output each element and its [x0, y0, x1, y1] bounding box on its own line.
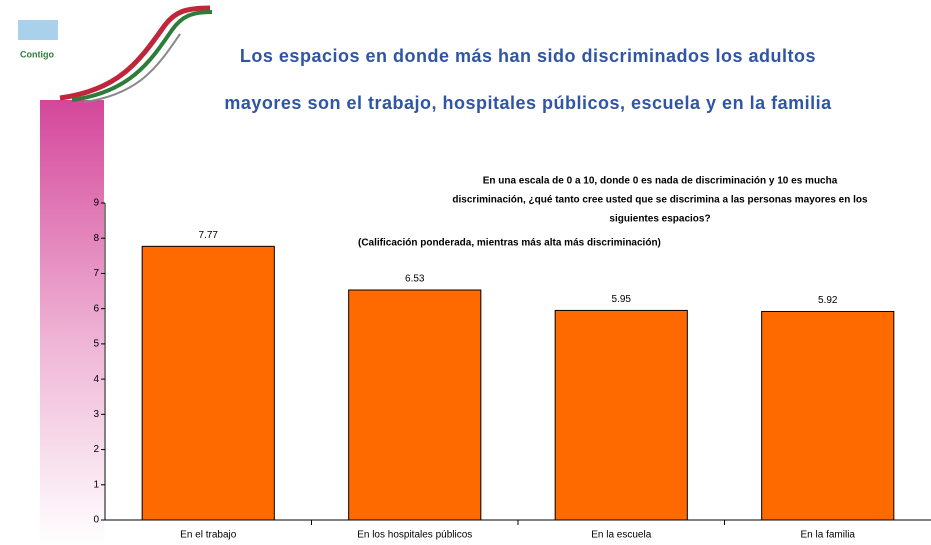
value-label: 5.92 [818, 295, 838, 306]
y-tick-label: 9 [93, 198, 99, 209]
y-tick-label: 1 [93, 479, 99, 490]
bar [761, 310, 895, 521]
chart-title: Los espacios en donde más han sido discr… [240, 46, 816, 66]
chart-title: mayores son el trabajo, hospitales públi… [224, 93, 832, 113]
chart-subtitle: siguientes espacios? [609, 214, 710, 225]
bar [554, 309, 688, 521]
x-tick-label: En la escuela [591, 530, 651, 541]
chart-subtitle: discriminación, ¿qué tanto cree usted qu… [452, 195, 868, 206]
y-tick-label: 2 [93, 444, 99, 455]
x-tick-label: En el trabajo [180, 530, 237, 541]
value-label: 5.95 [612, 294, 632, 305]
value-label: 7.77 [199, 230, 219, 241]
y-tick-label: 5 [93, 339, 99, 350]
y-tick-label: 6 [93, 303, 99, 314]
y-tick-label: 8 [93, 233, 99, 244]
y-tick-label: 4 [93, 374, 99, 385]
x-tick-label: En la familia [801, 530, 856, 541]
y-tick-label: 3 [93, 409, 99, 420]
y-tick-label: 7 [93, 268, 99, 279]
value-label: 6.53 [405, 274, 425, 285]
logo-graphic [18, 20, 58, 40]
swoosh [83, 33, 181, 103]
side-band [40, 100, 104, 545]
chart-subtitle: En una escala de 0 a 10, donde 0 es nada… [483, 176, 838, 187]
y-tick-label: 0 [93, 515, 99, 526]
swoosh [71, 10, 213, 102]
x-tick-label: En los hospitales públicos [357, 530, 472, 541]
swoosh [59, 5, 211, 101]
bar [348, 289, 482, 521]
chart-note: (Calificación ponderada, mientras más al… [358, 238, 661, 249]
logo-text: Contigo [20, 49, 54, 59]
bar [141, 245, 275, 521]
